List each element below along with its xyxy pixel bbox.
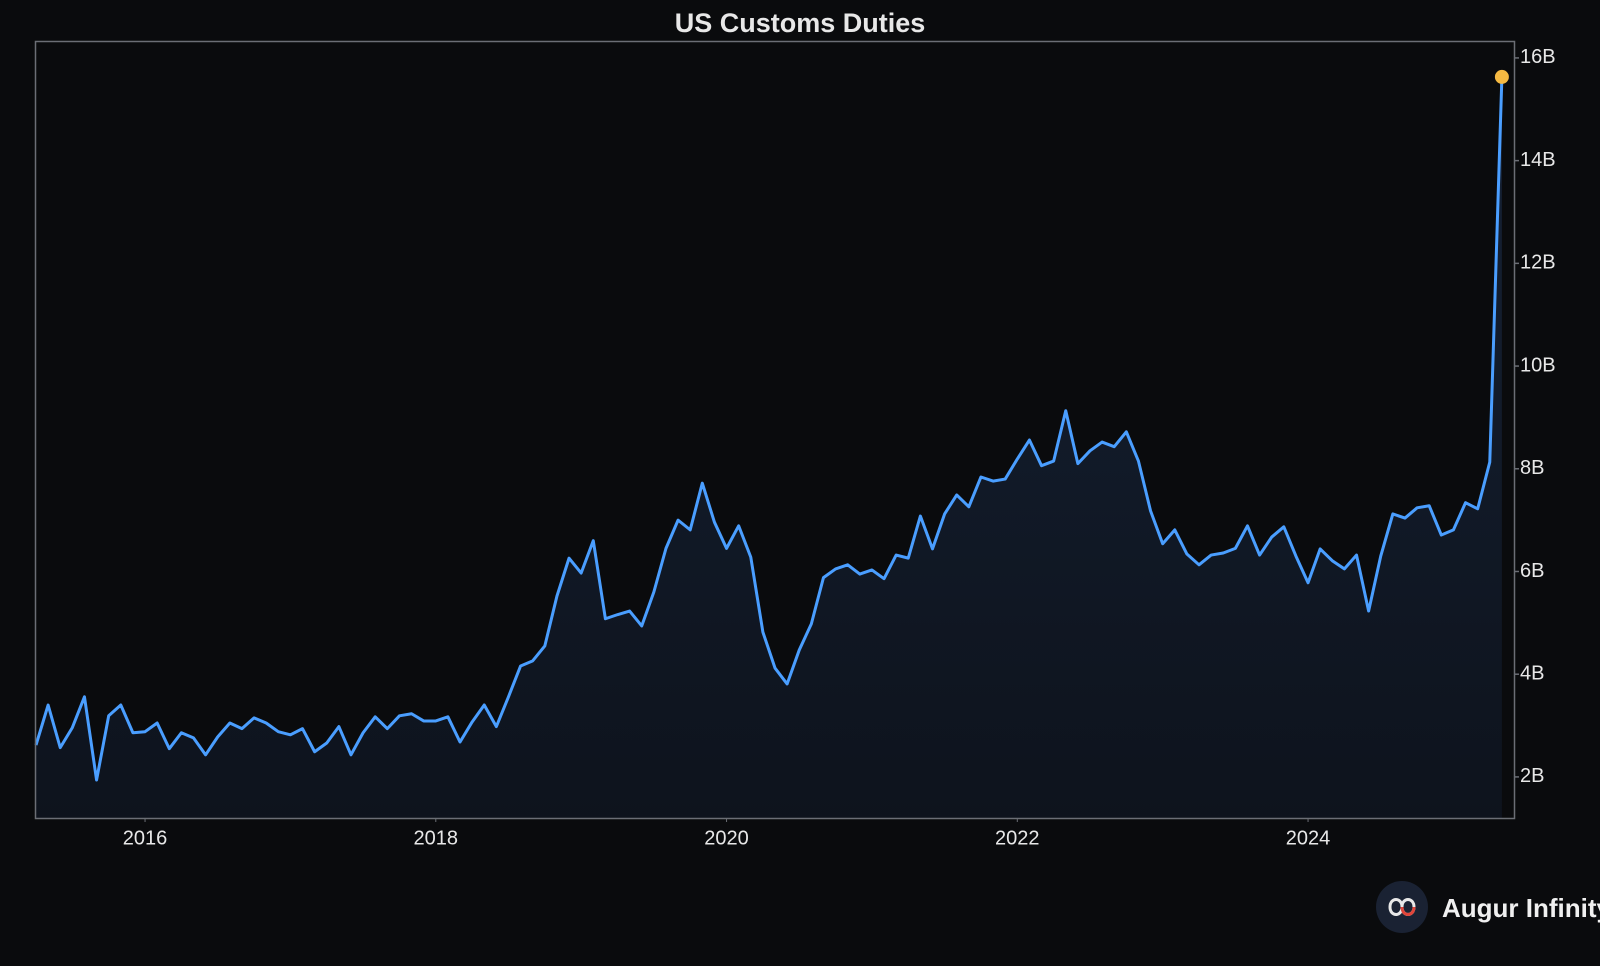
logo-accent [1400, 906, 1416, 916]
y-tick-label: 2B [1520, 765, 1544, 787]
y-tick-label: 4B [1520, 662, 1544, 684]
x-tick-label: 2016 [123, 827, 168, 849]
y-tick-label: 12B [1520, 252, 1556, 274]
area [36, 76, 1502, 819]
y-tick-label: 16B [1520, 46, 1556, 68]
chart-title: US Customs Duties [675, 8, 926, 38]
plot-area [34, 69, 1509, 819]
line [34, 76, 1504, 782]
brand-name: Augur Infinity [1442, 893, 1600, 923]
y-tick-label: 6B [1520, 560, 1544, 582]
x-tick-label: 2024 [1286, 827, 1331, 849]
y-tick-label: 10B [1520, 354, 1556, 376]
plot-frame [34, 40, 1516, 820]
x-tick-label: 2018 [414, 827, 459, 849]
brand-logo [1376, 881, 1428, 933]
y-tick-label: 14B [1520, 149, 1556, 171]
last-point-marker [1494, 69, 1509, 84]
y-tick-label: 8B [1520, 457, 1544, 479]
x-tick-label: 2020 [704, 827, 749, 849]
x-tick-label: 2022 [995, 827, 1040, 849]
